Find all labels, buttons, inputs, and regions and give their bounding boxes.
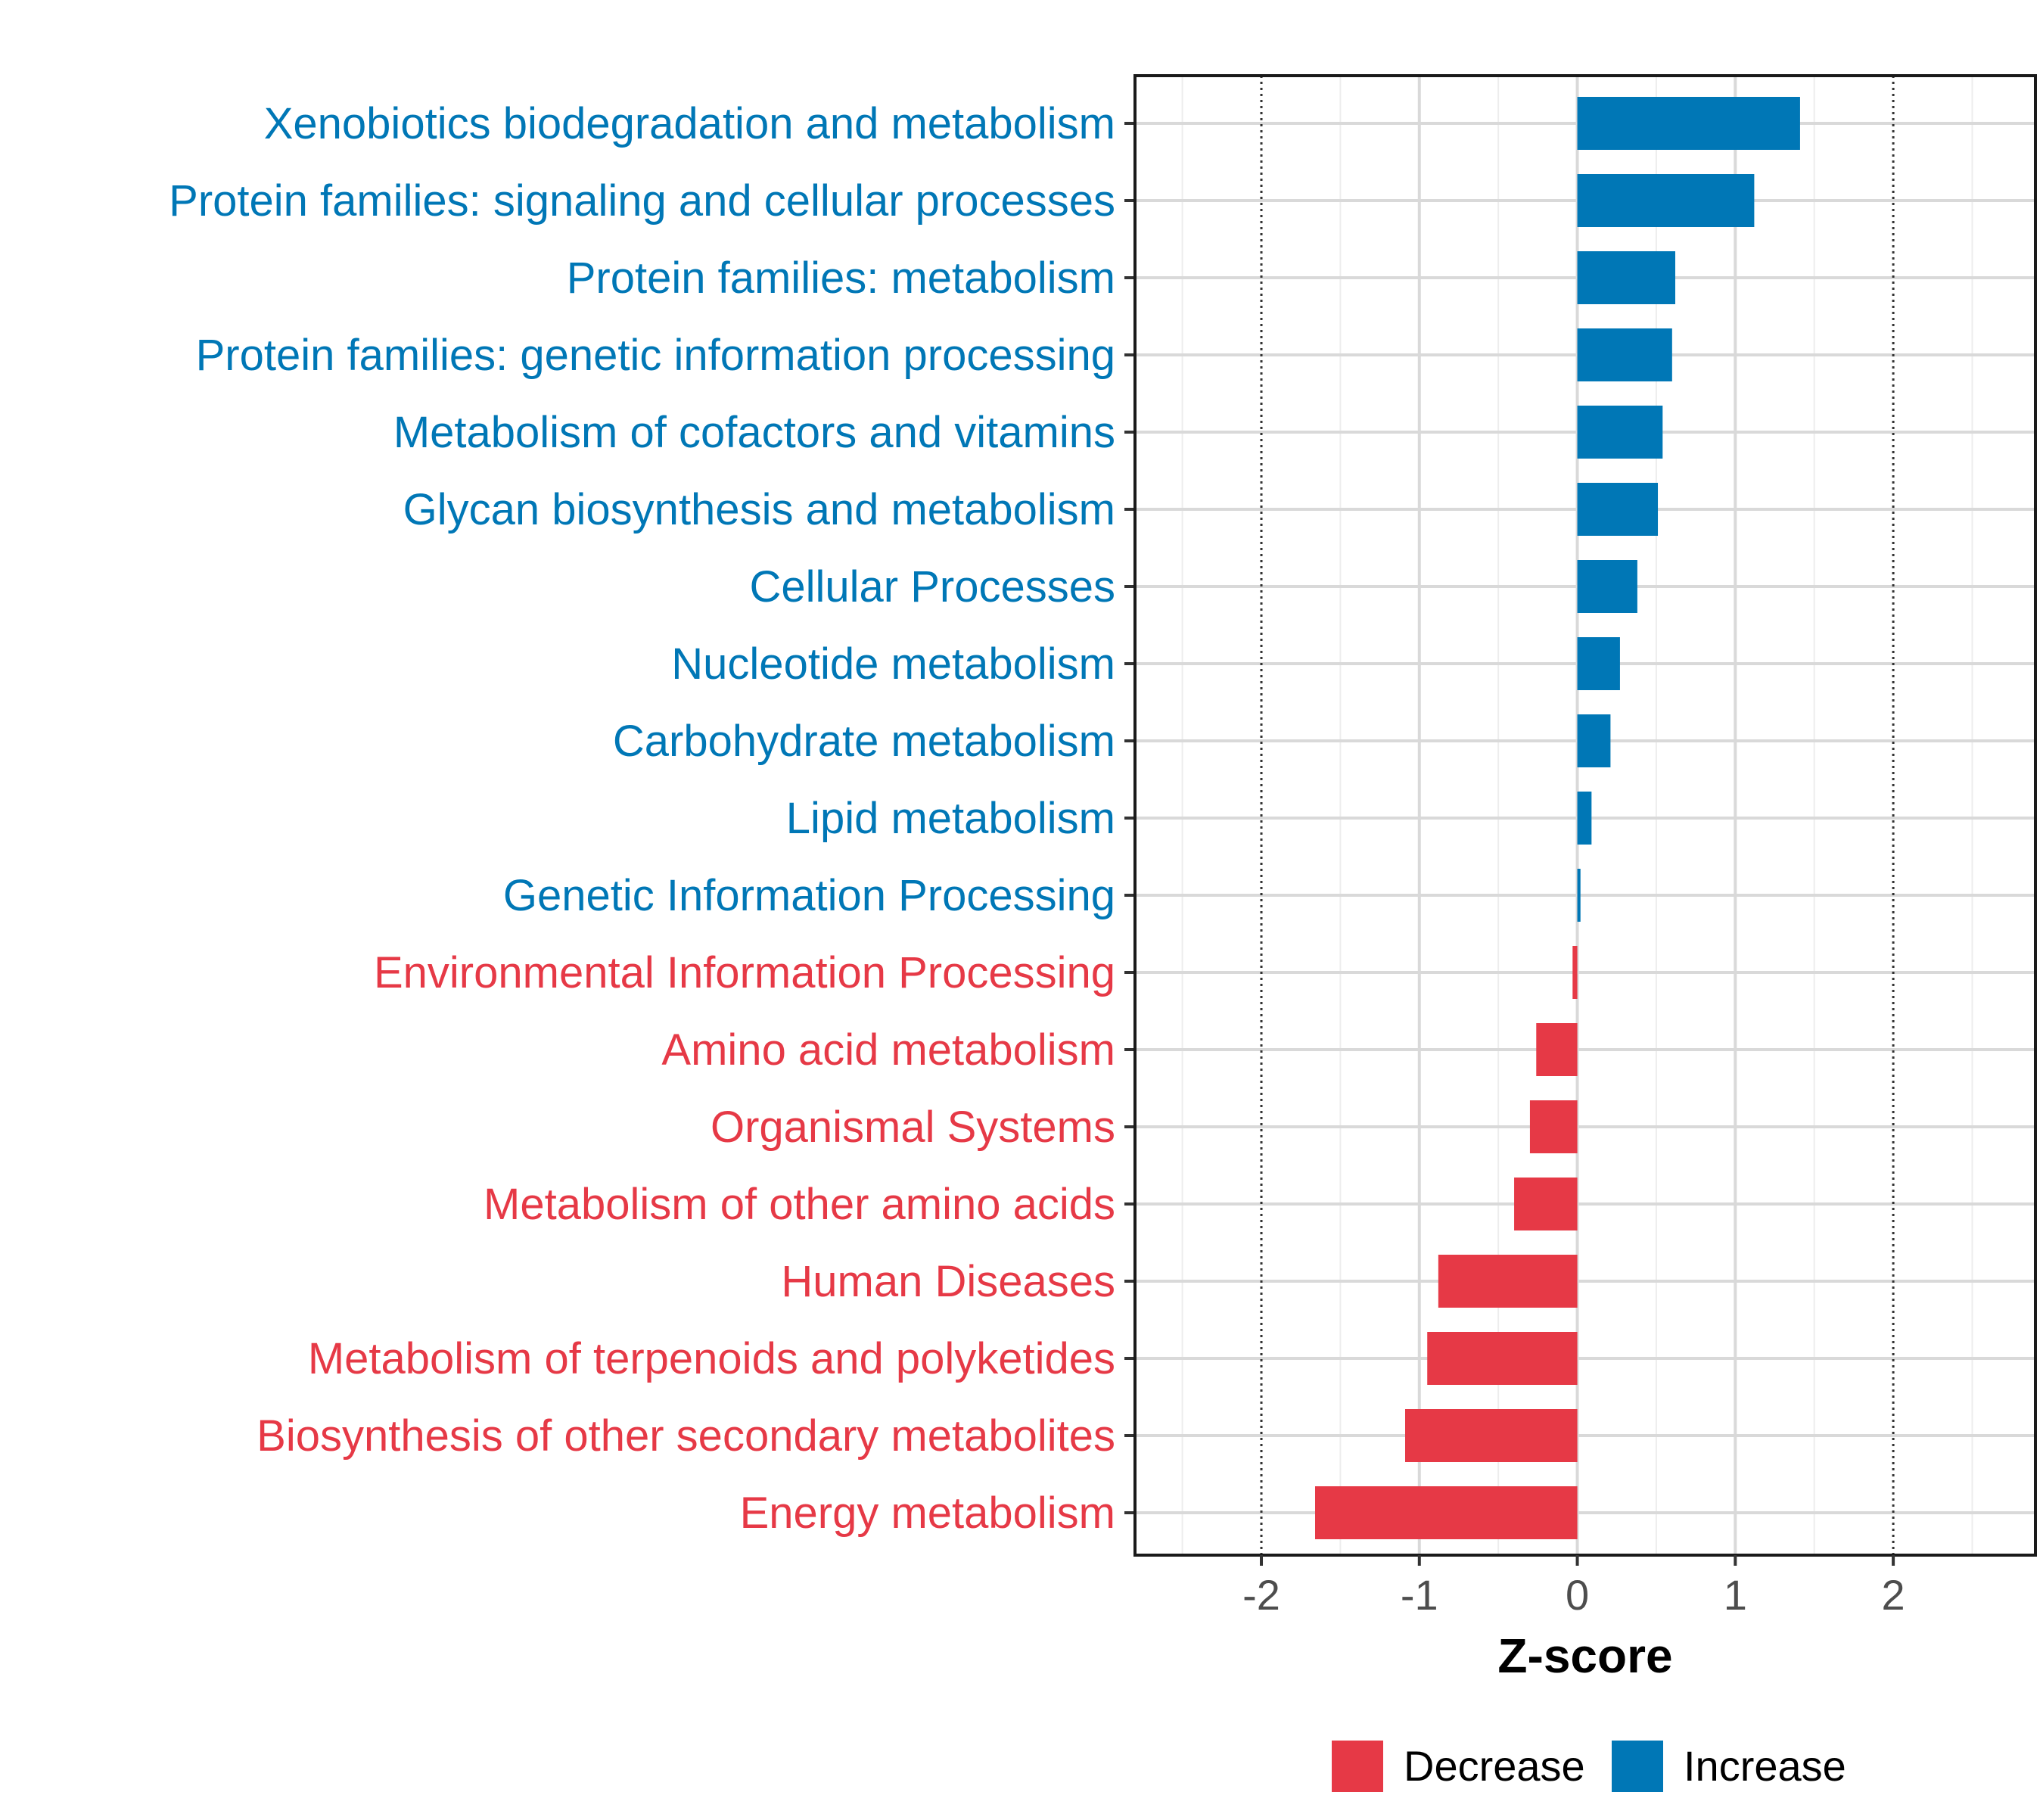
x-tick-label: 1 [1724,1571,1747,1619]
category-label: Environmental Information Processing [374,948,1115,997]
bar [1577,637,1620,690]
plot-panel-border [1133,74,2037,1557]
category-label: Cellular Processes [749,562,1115,611]
bar [1577,406,1663,459]
bar [1577,869,1581,922]
category-label: Protein families: signaling and cellular… [169,176,1115,226]
category-label: Organismal Systems [711,1103,1115,1152]
bar [1536,1023,1578,1076]
category-label: Metabolism of other amino acids [484,1180,1115,1229]
legend-label: Decrease [1404,1742,1585,1790]
category-label: Metabolism of terpenoids and polyketides [308,1334,1115,1383]
bar [1577,174,1755,227]
bar [1514,1178,1578,1230]
category-label: Amino acid metabolism [661,1025,1115,1075]
category-label: Human Diseases [781,1257,1115,1306]
bar [1577,97,1800,150]
bar [1438,1255,1578,1308]
legend-label: Increase [1684,1742,1846,1790]
category-label: Carbohydrate metabolism [613,717,1115,766]
x-axis-title: Z-score [1497,1629,1672,1683]
legend-key [1612,1741,1663,1792]
x-tick-label: 0 [1566,1571,1589,1619]
category-label: Glycan biosynthesis and metabolism [403,485,1115,534]
bar [1427,1332,1578,1385]
category-label: Energy metabolism [740,1489,1115,1538]
category-label: Protein families: genetic information pr… [196,331,1115,380]
bar [1405,1409,1578,1462]
bar [1315,1486,1578,1539]
bar [1577,792,1592,845]
bar-layer [1315,97,1800,1539]
category-label: Xenobiotics biodegradation and metabolis… [264,99,1115,148]
bar [1577,483,1659,536]
category-label: Protein families: metabolism [567,254,1115,303]
x-tick-label: -1 [1401,1571,1438,1619]
category-label: Nucleotide metabolism [671,639,1115,689]
bar [1577,328,1672,381]
bar [1577,714,1611,767]
category-label: Genetic Information Processing [503,871,1115,920]
bar [1529,1100,1578,1153]
x-tick-label: -2 [1242,1571,1280,1619]
x-tick-label: 2 [1882,1571,1905,1619]
frame-layer [1124,74,2037,1566]
bar [1577,560,1637,613]
bar [1572,946,1578,999]
category-label: Biosynthesis of other secondary metaboli… [257,1411,1115,1461]
label-layer: Xenobiotics biodegradation and metabolis… [169,99,1905,1619]
category-label: Metabolism of cofactors and vitamins [393,408,1115,457]
category-label: Lipid metabolism [786,794,1115,843]
legend: Decrease Increase [1332,1741,1846,1792]
legend-key [1332,1741,1383,1792]
bar [1577,251,1675,304]
